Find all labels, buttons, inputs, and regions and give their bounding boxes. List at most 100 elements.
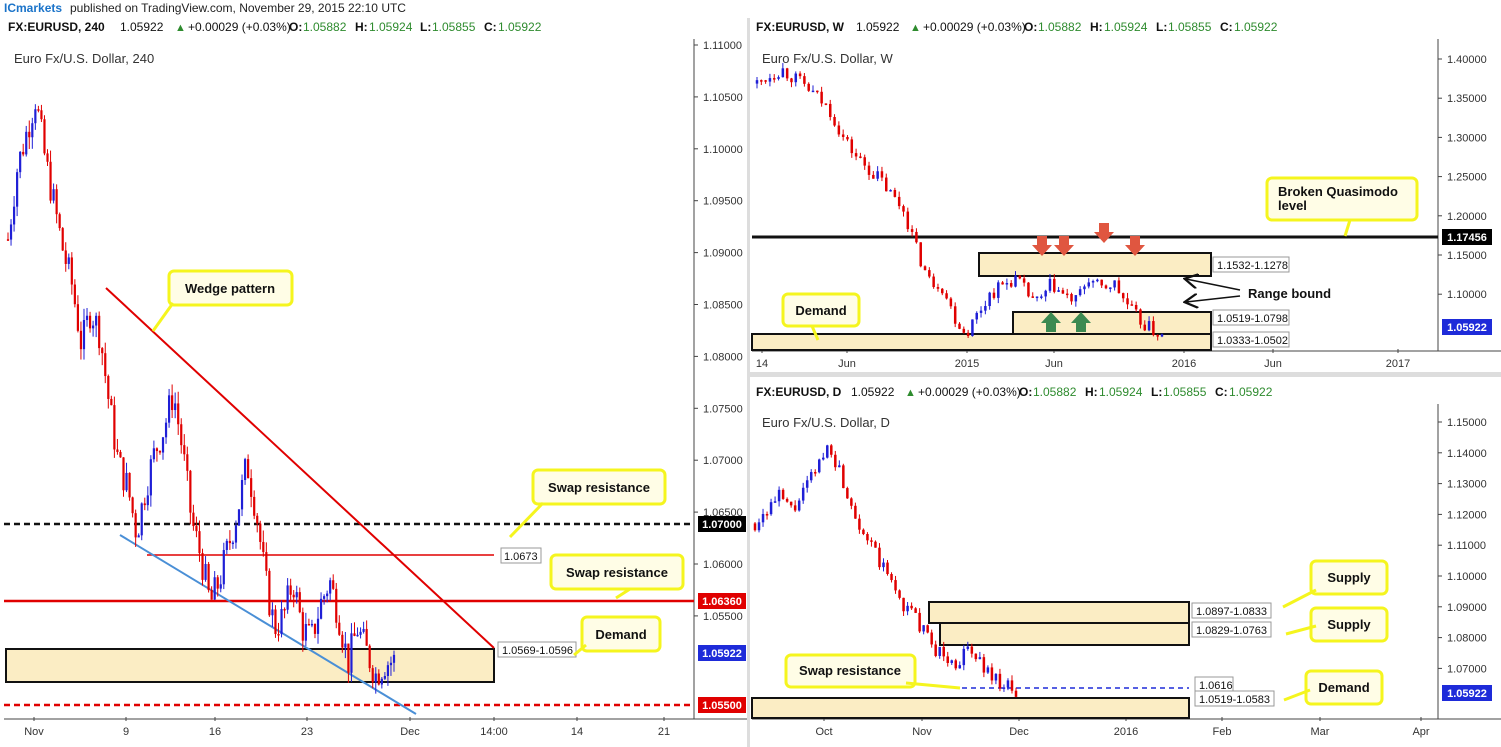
candle-body	[152, 448, 155, 460]
daily-supply-zone-1[interactable]	[928, 601, 1190, 624]
candle-body	[897, 196, 901, 207]
svg-text:1.05500: 1.05500	[702, 700, 742, 712]
svg-text:+0.00029 (+0.03%): +0.00029 (+0.03%)	[923, 20, 1026, 34]
candle-body	[338, 622, 341, 635]
candle-body	[286, 585, 289, 610]
candle-body	[155, 448, 159, 452]
daily-supply-zone-2[interactable]	[939, 622, 1190, 646]
candle-body	[149, 459, 152, 496]
top-header: ICmarkets published on TradingView.com, …	[4, 1, 406, 15]
daily-y-tick-label: 1.15000	[1447, 417, 1487, 429]
h4-wedge-upper-line[interactable]	[105, 287, 495, 649]
candle-body	[926, 625, 929, 633]
weekly-x-tick-label: 2015	[955, 358, 979, 370]
weekly-tag-last-price	[1442, 319, 1492, 335]
candle-body	[1126, 298, 1129, 305]
candle-body	[40, 110, 43, 120]
weekly-x-axis[interactable]: 14 Jun 2015 Jun 2016 Jun 2017	[756, 349, 1410, 370]
candle-body	[781, 489, 785, 499]
weekly-y-tick-label: 1.15000	[1447, 250, 1487, 262]
weekly-low: 1.05855	[1168, 20, 1212, 34]
candle-body	[177, 403, 180, 425]
candle-body	[1044, 290, 1047, 297]
h4-callout-swap-2[interactable]: Swap resistance	[549, 553, 685, 600]
candle-body	[1018, 275, 1022, 279]
h4-wedge-lower-line[interactable]	[119, 534, 417, 715]
candle-body	[794, 73, 798, 83]
svg-text:Demand: Demand	[795, 303, 846, 318]
candle-body	[1006, 680, 1010, 688]
weekly-callout-broken-quasimodo[interactable]: Broken Quasimodo level	[1265, 176, 1419, 237]
candle-body	[954, 660, 958, 669]
daily-x-axis[interactable]: Oct Nov Dec 2016 Feb Mar Apr	[815, 717, 1430, 738]
h4-y-tick-label: 1.06000	[703, 559, 743, 571]
candle-body	[1010, 680, 1014, 691]
candle-body	[237, 509, 241, 526]
candle-body	[870, 540, 873, 542]
candle-body	[113, 405, 116, 450]
weekly-callout-demand[interactable]: Demand	[781, 292, 861, 341]
h4-demand-zone[interactable]	[5, 648, 495, 683]
svg-text:1.05922: 1.05922	[1447, 322, 1487, 334]
svg-text:Demand: Demand	[1318, 680, 1369, 695]
candle-body	[906, 211, 910, 230]
daily-y-tick-label: 1.12000	[1447, 509, 1487, 521]
h4-candles	[6, 104, 396, 694]
daily-y-axis[interactable]: 1.15000 1.14000 1.13000 1.12000 1.11000 1.100…	[1438, 417, 1487, 675]
daily-callout-demand[interactable]: Demand	[1283, 669, 1384, 706]
daily-y-tick-label: 1.13000	[1447, 479, 1487, 491]
candle-body	[268, 570, 271, 616]
h4-plot-area[interactable]	[4, 39, 694, 719]
h4-up-arrow-icon: ▲	[175, 22, 186, 34]
daily-close: 1.05922	[1229, 385, 1273, 399]
candle-body	[1096, 279, 1099, 282]
candle-body	[55, 189, 58, 215]
candle-body	[37, 109, 40, 111]
candle-body	[816, 90, 819, 93]
daily-y-tick-label: 1.09000	[1447, 602, 1487, 614]
daily-demand-zone[interactable]	[751, 697, 1190, 719]
daily-up-arrow-icon: ▲	[905, 387, 916, 399]
candle-body	[28, 131, 31, 138]
panel-h4: FX:EURUSD, 240 1.05922 ▲ +0.00029 (+0.03…	[4, 18, 747, 738]
candle-body	[854, 505, 857, 519]
candle-body	[207, 563, 210, 591]
h4-callout-demand[interactable]: Demand	[573, 615, 662, 657]
candle-body	[882, 562, 885, 568]
candle-body	[341, 634, 344, 648]
daily-callout-supply-2[interactable]: Supply	[1285, 606, 1389, 643]
candle-body	[1160, 334, 1164, 337]
candle-body	[386, 665, 390, 677]
weekly-range-top-zone[interactable]	[978, 252, 1212, 277]
candle-body	[9, 224, 13, 240]
weekly-y-axis[interactable]: 1.40000 1.35000 1.30000 1.25000 1.20000 1.150…	[1438, 54, 1487, 301]
weekly-demand-zone[interactable]	[751, 333, 1212, 351]
red-down-arrow-icon	[1032, 236, 1052, 256]
daily-callout-swap-resistance[interactable]: Swap resistance	[784, 653, 961, 690]
h4-callout-wedge[interactable]: Wedge pattern	[151, 269, 294, 332]
red-down-arrow-icon	[1125, 236, 1145, 256]
candle-body	[813, 472, 817, 474]
candle-body	[310, 623, 314, 626]
weekly-candles	[755, 63, 1164, 341]
candle-body	[914, 608, 917, 613]
candle-body	[994, 673, 998, 681]
candle-body	[326, 593, 329, 597]
candle-body	[811, 90, 815, 93]
candle-body	[125, 472, 128, 491]
h4-y-axis[interactable]: 1.11000 1.10500 1.10000 1.09500 1.09000 1.085…	[694, 40, 743, 623]
daily-open: 1.05882	[1033, 385, 1077, 399]
candle-body	[356, 634, 359, 637]
h4-x-tick-label: 14:00	[480, 726, 508, 738]
brand-link[interactable]: ICmarkets	[4, 1, 62, 15]
weekly-symbol: FX:EURUSD, W	[756, 20, 845, 34]
h4-callout-swap-1[interactable]: Swap resistance	[508, 468, 667, 539]
candle-body	[85, 315, 89, 321]
weekly-zone-label-2: 1.0519-1.0798	[1217, 313, 1288, 325]
candle-body	[1087, 282, 1091, 287]
daily-callout-supply-1[interactable]: Supply	[1282, 559, 1389, 609]
candle-body	[368, 645, 371, 669]
h4-x-axis[interactable]: Nov 9 16 23 Dec 14:00 14 21	[24, 717, 670, 738]
candle-body	[316, 618, 320, 634]
h4-x-tick-label: Nov	[24, 726, 44, 738]
